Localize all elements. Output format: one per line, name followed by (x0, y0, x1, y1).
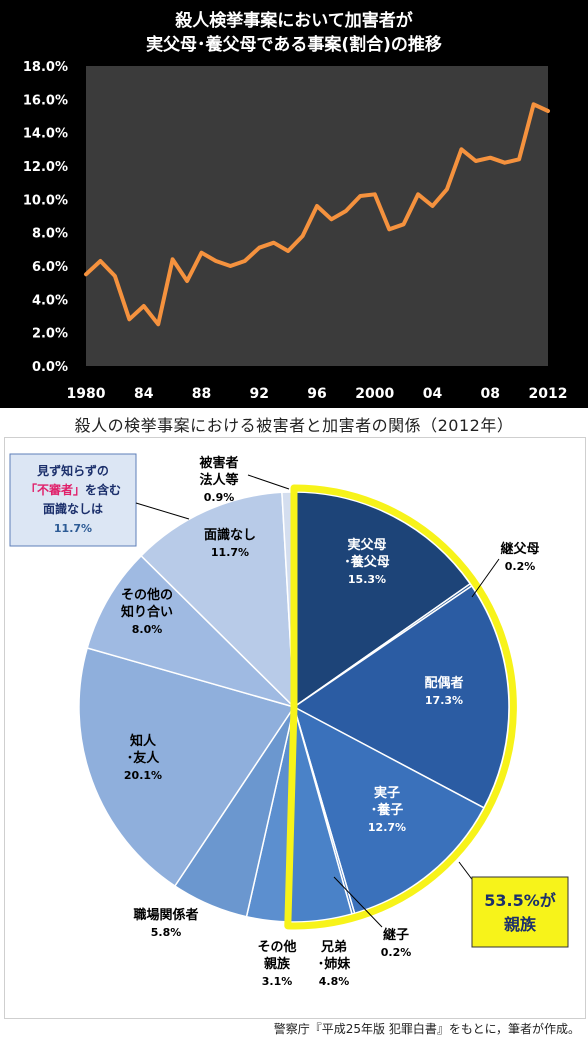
y-tick-label: 2.0% (32, 327, 68, 342)
line-chart-panel: 殺人検挙事案において加害者が実父母･養父母である事案(割合)の推移 0.0% 2.0… (0, 0, 588, 408)
slice-value-label: 0.2% (381, 946, 412, 959)
line-chart-title-line: 殺人検挙事案において加害者が (174, 10, 413, 31)
leader-line (247, 474, 290, 490)
slice-value-label: 12.7% (368, 821, 406, 834)
y-tick-label: 10.0% (23, 193, 68, 208)
slice-label: 面識なし 11.7% (204, 527, 256, 559)
slice-name-label: 知り合い (121, 604, 173, 620)
x-tick-label: 04 (423, 386, 443, 402)
slice-value-label: 0.9% (204, 491, 235, 504)
slice-name-label: 継子 (383, 927, 409, 943)
y-tick-label: 6.0% (32, 260, 68, 275)
slice-label: 知人･友人 20.1% (124, 733, 162, 782)
slice-name-label: ･姉妹 (318, 956, 352, 972)
x-tick-label: 1980 (67, 386, 106, 402)
slice-name-label: 面識なし (204, 527, 256, 543)
relatives-highlight-outline (284, 484, 517, 930)
slice-name-label: 配偶者 (424, 675, 463, 691)
pie-slice (140, 491, 295, 709)
stranger-callout-line2: 「不審者」を含む (25, 482, 121, 497)
pie-slice (86, 554, 295, 708)
pie-slice (292, 584, 510, 809)
stranger-callout-line3: 面識なしは (43, 501, 103, 516)
slice-value-label: 3.1% (262, 975, 293, 988)
slice-value-label: 15.3% (348, 573, 386, 586)
stranger-callout-line1: 見ず知らずの (36, 463, 109, 478)
slice-name-label: 被害者 (198, 455, 238, 471)
pie-slice (293, 491, 472, 709)
x-tick-label: 84 (134, 386, 154, 402)
slice-label: 実父母･養父母 15.3% (344, 537, 390, 586)
highlight-callout-text: 親族 (504, 915, 537, 934)
slice-name-label: 実父母 (347, 537, 386, 553)
slice-name-label: その他の (121, 587, 173, 603)
slice-value-label: 5.8% (151, 926, 182, 939)
y-tick-label: 0.0% (32, 360, 68, 375)
x-tick-label: 88 (192, 386, 211, 402)
slice-value-label: 8.0% (132, 623, 163, 636)
plot-area (86, 66, 548, 366)
source-note: 警察庁『平成25年版 犯罪白書』をもとに，筆者が作成。 (273, 1022, 580, 1036)
slice-name-label: 知人 (130, 733, 157, 749)
slice-name-label: その他 (257, 939, 296, 955)
slice-value-label: 0.2% (505, 560, 536, 573)
slice-label: 実子･養子 12.7% (368, 785, 406, 834)
slice-name-label: ･友人 (127, 750, 161, 766)
slice-value-label: 17.3% (425, 694, 463, 707)
slice-value-label: 11.7% (211, 546, 249, 559)
x-tick-label: 2012 (529, 386, 568, 402)
y-tick-label: 14.0% (23, 127, 68, 142)
pie-chart: 実父母･養父母 15.3% 継父母 0.2% 配偶者 17.3% 実子･養子 12.7% 継子 0… (9, 453, 569, 988)
slice-label: 配偶者 17.3% (424, 675, 463, 707)
slice-label: 兄弟･姉妹 4.8% (318, 939, 352, 988)
highlight-callout-text: 53.5%が (484, 891, 556, 910)
x-tick-label: 08 (481, 386, 500, 402)
slice-name-label: 職場関係者 (133, 907, 198, 923)
slice-name-label: 実子 (374, 785, 400, 801)
slice-label: 継子 0.2% (381, 927, 412, 959)
stranger-callout-leader (135, 502, 190, 520)
slice-name-label: 兄弟 (320, 939, 347, 955)
line-chart-title-line: 実父母･養父母である事案(割合)の推移 (146, 34, 442, 55)
y-tick-label: 12.0% (23, 160, 68, 175)
x-tick-label: 92 (250, 386, 269, 402)
slice-label: 職場関係者 5.8% (133, 907, 198, 939)
stranger-callout-line4: 11.7% (54, 522, 92, 535)
slice-name-label: 継父母 (500, 541, 539, 557)
leader-line (333, 876, 383, 928)
pie-chart-title: 殺人の検挙事案における被害者と加害者の関係（2012年） (74, 416, 514, 435)
y-tick-label: 16.0% (23, 93, 68, 108)
slice-label: 継父母 0.2% (500, 541, 539, 573)
y-tick-label: 8.0% (32, 227, 68, 242)
x-tick-label: 96 (307, 386, 326, 402)
stranger-callout-rest: を含む (85, 482, 121, 497)
highlight-callout-box (471, 876, 569, 948)
pie-slice (292, 705, 485, 915)
slice-name-label: 法人等 (199, 472, 238, 488)
stranger-callout-accent: 「不審者」 (25, 482, 85, 497)
y-tick-label: 4.0% (32, 293, 68, 308)
slice-value-label: 20.1% (124, 769, 162, 782)
slice-name-label: 親族 (264, 956, 291, 972)
slice-value-label: 4.8% (319, 975, 350, 988)
y-tick-label: 18.0% (23, 60, 68, 75)
leader-line (471, 558, 500, 598)
pie-slice (78, 647, 296, 888)
stranger-callout-box (9, 453, 137, 547)
x-tick-label: 2000 (355, 386, 394, 402)
slice-name-label: ･養父母 (344, 554, 390, 570)
slice-name-label: ･養子 (371, 802, 404, 818)
